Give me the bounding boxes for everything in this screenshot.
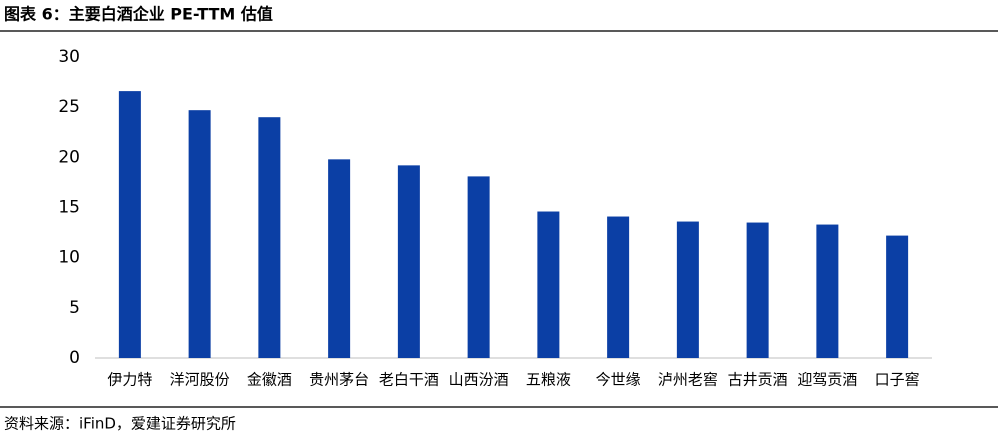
bar — [886, 235, 909, 358]
y-tick-label: 15 — [58, 198, 80, 218]
x-tick-label: 金徽酒 — [247, 371, 292, 389]
y-tick-label: 10 — [58, 248, 80, 268]
x-tick-label: 老白干酒 — [379, 371, 439, 389]
x-tick-label: 古井贡酒 — [728, 371, 788, 389]
bar — [537, 211, 560, 358]
y-tick-label: 30 — [58, 47, 80, 67]
x-tick-label: 五粮液 — [526, 371, 571, 389]
bar — [258, 117, 281, 358]
x-tick-label: 泸州老窖 — [658, 371, 718, 389]
x-tick-label: 贵州茅台 — [309, 371, 369, 389]
bar — [816, 224, 839, 358]
bar — [397, 165, 420, 358]
bar — [676, 221, 699, 358]
bar — [328, 159, 351, 358]
bar — [118, 91, 141, 358]
y-tick-label: 0 — [69, 348, 80, 368]
x-tick-label: 今世缘 — [596, 371, 641, 389]
source-note: 资料来源：iFinD，爱建证券研究所 — [4, 415, 236, 433]
bar — [188, 110, 211, 358]
bar — [607, 216, 630, 358]
x-tick-label: 伊力特 — [107, 371, 152, 389]
bar — [746, 222, 769, 358]
y-tick-label: 5 — [69, 298, 80, 318]
y-tick-label: 20 — [58, 147, 80, 167]
y-tick-label: 25 — [58, 97, 80, 117]
x-tick-label: 口子窖 — [875, 371, 920, 389]
x-tick-label: 迎驾贡酒 — [797, 371, 857, 389]
x-tick-label: 山西汾酒 — [449, 371, 509, 389]
bar — [467, 176, 490, 358]
chart-title: 图表 6：主要白酒企业 PE-TTM 估值 — [4, 5, 273, 24]
x-tick-label: 洋河股份 — [170, 371, 230, 389]
